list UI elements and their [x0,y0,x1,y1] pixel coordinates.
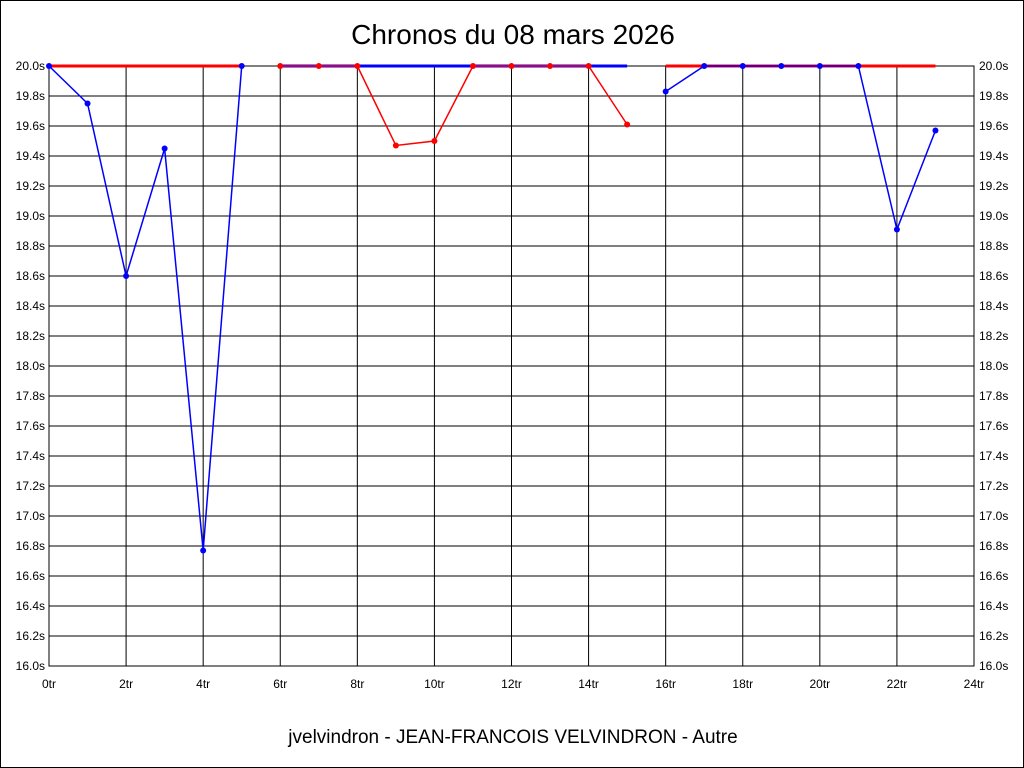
y-tick-label-left: 18.8s [16,239,45,253]
y-tick-label-left: 16.4s [16,599,45,613]
series-line-1 [280,65,628,147]
y-tick-label-left: 16.6s [16,569,45,583]
data-point [816,63,823,69]
x-tick-label: 4tr [196,677,210,691]
y-tick-label-left: 18.0s [16,359,45,373]
x-tick-label: 2tr [119,677,133,691]
data-point [161,145,168,152]
data-point [200,547,207,554]
y-tick-label-right: 16.0s [979,659,1008,673]
y-tick-label-left: 16.2s [16,629,45,643]
data-point [778,63,785,69]
data-point [315,63,322,69]
y-tick-label-right: 17.2s [979,479,1008,493]
data-point [893,226,900,233]
x-axis-label: jvelvindron - JEAN-FRANCOIS VELVINDRON -… [287,727,737,748]
series-line-2 [665,65,937,233]
x-tick-label: 14tr [578,677,599,691]
y-tick-label-right: 17.8s [979,389,1008,403]
x-tick-label: 16tr [655,677,676,691]
y-tick-label-left: 19.6s [16,119,45,133]
y-tick-label-right: 18.8s [979,239,1008,253]
y-tick-label-left: 16.0s [16,659,45,673]
y-tick-label-left: 20.0s [16,59,45,73]
x-tick-label: 12tr [501,677,522,691]
y-tick-label-right: 17.4s [979,449,1008,463]
y-tick-label-right: 16.4s [979,599,1008,613]
y-tick-label-left: 18.2s [16,329,45,343]
data-point [662,88,669,95]
data-point [547,63,554,69]
x-tick-label: 10tr [424,677,445,691]
y-tick-label-left: 19.0s [16,209,45,223]
data-point [739,63,746,69]
y-tick-label-left: 18.6s [16,269,45,283]
data-point [508,63,515,69]
x-tick-label: 8tr [350,677,364,691]
data-point [469,63,476,69]
x-tick-label: 6tr [273,677,287,691]
y-tick-label-left: 17.2s [16,479,45,493]
y-tick-label-right: 19.6s [979,119,1008,133]
data-point [123,273,130,279]
y-tick-label-left: 19.4s [16,149,45,163]
y-tick-label-right: 17.6s [979,419,1008,433]
data-point [277,63,284,69]
y-tick-label-left: 17.6s [16,419,45,433]
y-tick-label-right: 18.2s [979,329,1008,343]
y-tick-label-right: 16.6s [979,569,1008,583]
y-tick-label-left: 18.4s [16,299,45,313]
data-point [624,121,631,128]
x-tick-label: 0tr [42,677,56,691]
y-tick-label-right: 19.4s [979,149,1008,163]
data-point [932,127,939,134]
y-tick-label-right: 17.0s [979,509,1008,523]
y-tick-label-right: 16.8s [979,539,1008,553]
y-tick-label-left: 17.4s [16,449,45,463]
y-tick-label-right: 19.0s [979,209,1008,223]
data-point [46,63,52,69]
data-point [354,63,361,69]
data-point [431,138,438,144]
y-tick-label-right: 16.2s [979,629,1008,643]
data-point [238,63,245,69]
x-tick-label: 18tr [732,677,753,691]
data-point [701,63,708,69]
x-tick-label: 24tr [964,677,985,691]
y-tick-label-left: 17.0s [16,509,45,523]
y-tick-label-left: 16.8s [16,539,45,553]
data-point [855,63,862,69]
y-tick-label-right: 19.2s [979,179,1008,193]
series-line-0 [48,65,243,551]
data-point [392,142,399,149]
chart-title: Chronos du 08 mars 2026 [351,19,675,50]
data-point [585,63,592,69]
y-tick-label-left: 19.8s [16,89,45,103]
y-tick-label-right: 18.6s [979,269,1008,283]
x-tick-label: 22tr [887,677,908,691]
x-tick-label: 20tr [809,677,830,691]
y-tick-label-right: 18.0s [979,359,1008,373]
data-point [84,100,91,107]
y-tick-label-right: 20.0s [979,59,1008,73]
y-tick-label-left: 19.2s [16,179,45,193]
y-tick-label-right: 19.8s [979,89,1008,103]
y-tick-label-left: 17.8s [16,389,45,403]
y-tick-label-right: 18.4s [979,299,1008,313]
